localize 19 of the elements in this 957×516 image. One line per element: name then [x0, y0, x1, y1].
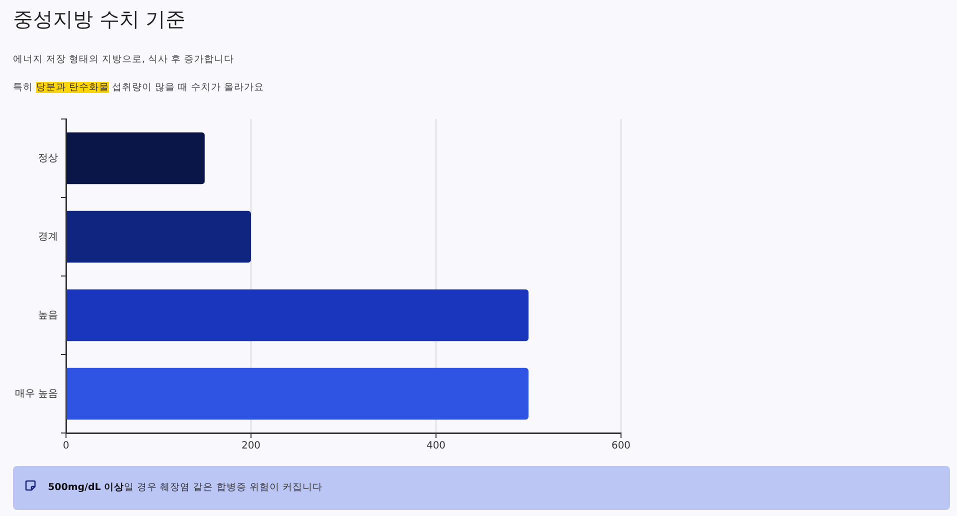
chart-title: 중성지방 수치 기준: [13, 6, 186, 33]
text: 섭취량이 많을 때 수치가 올라가요: [112, 82, 264, 93]
y-tick-label: 높음: [38, 310, 58, 321]
bar: [66, 132, 205, 184]
y-tick-label: 경계: [38, 231, 58, 242]
text: 일 경우 췌장염 같은 합병증 위험이 커집니다: [124, 482, 322, 493]
x-tick-label: 200: [241, 440, 261, 452]
x-tick-label: 0: [62, 440, 70, 452]
bar: [66, 210, 251, 263]
x-tick-label: 400: [426, 440, 446, 452]
y-tick-label: 정상: [38, 152, 58, 164]
chart-subtitle: 에너지 저장 형태의 지방으로, 식사 후 증가합니다: [13, 53, 234, 66]
bar: [66, 289, 528, 342]
text: 특히: [13, 82, 33, 93]
text: 당분과 탄수화물: [36, 82, 110, 93]
text: 500mg/dL 이상: [48, 482, 124, 493]
bar: [66, 368, 528, 420]
x-tick-label: 600: [611, 440, 631, 452]
y-tick-label: 매우 높음: [14, 388, 58, 400]
